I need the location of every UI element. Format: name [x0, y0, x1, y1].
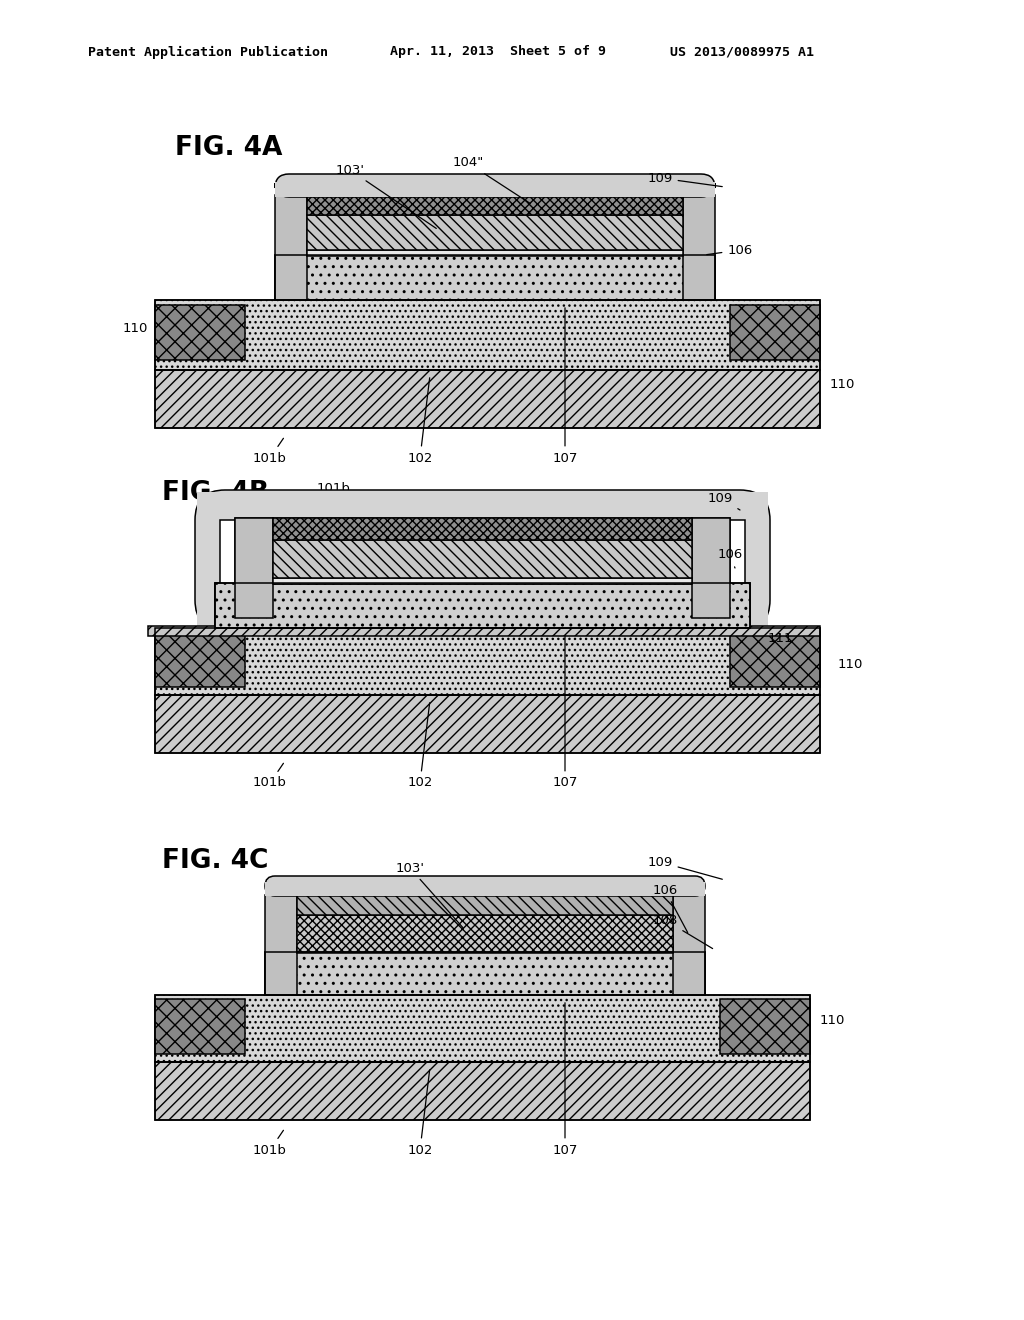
Bar: [155, 999, 245, 1053]
Bar: [275, 255, 715, 300]
Text: 110: 110: [830, 379, 855, 392]
Bar: [673, 895, 705, 995]
Text: 101b: 101b: [253, 763, 287, 789]
Bar: [155, 696, 820, 752]
Bar: [155, 305, 245, 360]
Bar: [730, 305, 820, 360]
Bar: [155, 370, 820, 428]
Bar: [307, 249, 683, 256]
Text: 104": 104": [453, 157, 530, 203]
Text: 101b: 101b: [253, 1130, 287, 1156]
Bar: [265, 895, 297, 995]
Text: 109: 109: [708, 491, 740, 510]
Text: 101b: 101b: [317, 482, 351, 495]
Text: US 2013/0089975 A1: US 2013/0089975 A1: [670, 45, 814, 58]
Text: 106: 106: [652, 883, 688, 932]
Bar: [215, 583, 750, 628]
Text: 107: 107: [552, 308, 578, 465]
Text: FIG. 4C: FIG. 4C: [162, 847, 268, 874]
FancyBboxPatch shape: [265, 876, 705, 896]
Bar: [155, 696, 820, 752]
Bar: [297, 946, 673, 953]
Bar: [275, 182, 715, 197]
Text: 102: 102: [408, 702, 433, 789]
Text: 110: 110: [838, 659, 863, 672]
Bar: [273, 517, 692, 540]
Bar: [275, 195, 307, 300]
Text: 103': 103': [395, 862, 463, 928]
Bar: [307, 215, 683, 249]
Bar: [215, 583, 750, 628]
Bar: [297, 895, 673, 915]
Bar: [155, 1063, 810, 1119]
Bar: [720, 999, 810, 1053]
Bar: [148, 626, 820, 636]
Bar: [155, 995, 810, 1063]
Text: 107: 107: [552, 636, 578, 789]
Text: Patent Application Publication: Patent Application Publication: [88, 45, 328, 58]
Bar: [265, 952, 705, 995]
Text: 109: 109: [647, 172, 722, 186]
Bar: [275, 255, 715, 300]
FancyBboxPatch shape: [275, 174, 715, 197]
Bar: [155, 995, 810, 1063]
Bar: [215, 583, 750, 628]
Bar: [265, 882, 705, 896]
Text: 108: 108: [652, 913, 713, 949]
Text: FIG. 4B: FIG. 4B: [162, 480, 269, 506]
Text: FIG. 4A: FIG. 4A: [175, 135, 283, 161]
Bar: [155, 300, 820, 370]
Bar: [730, 632, 820, 686]
Bar: [265, 952, 705, 995]
Text: 102: 102: [408, 1069, 433, 1156]
Bar: [683, 195, 715, 300]
Text: 106: 106: [718, 549, 742, 568]
Text: Apr. 11, 2013  Sheet 5 of 9: Apr. 11, 2013 Sheet 5 of 9: [390, 45, 606, 58]
Bar: [273, 578, 692, 583]
Text: 102: 102: [408, 378, 433, 465]
FancyBboxPatch shape: [195, 490, 770, 630]
Bar: [234, 517, 273, 618]
Bar: [692, 517, 730, 618]
Text: 103': 103': [336, 164, 436, 228]
Bar: [155, 628, 820, 696]
Text: 106: 106: [707, 243, 753, 256]
Bar: [692, 517, 730, 618]
Text: 110: 110: [820, 1014, 846, 1027]
Text: 111: 111: [767, 631, 793, 644]
Bar: [273, 517, 692, 540]
Text: 110: 110: [123, 322, 148, 334]
Text: 101b: 101b: [253, 438, 287, 465]
Bar: [273, 578, 692, 583]
Bar: [155, 300, 820, 370]
Bar: [297, 915, 673, 952]
Bar: [220, 520, 745, 601]
Bar: [273, 540, 692, 578]
Text: 107: 107: [552, 1003, 578, 1156]
Bar: [155, 370, 820, 428]
Bar: [197, 492, 768, 628]
Bar: [155, 632, 245, 686]
Bar: [234, 517, 273, 618]
Bar: [155, 628, 820, 696]
Bar: [307, 195, 683, 215]
Bar: [155, 1063, 810, 1119]
Text: 109: 109: [647, 855, 722, 879]
Bar: [273, 540, 692, 578]
